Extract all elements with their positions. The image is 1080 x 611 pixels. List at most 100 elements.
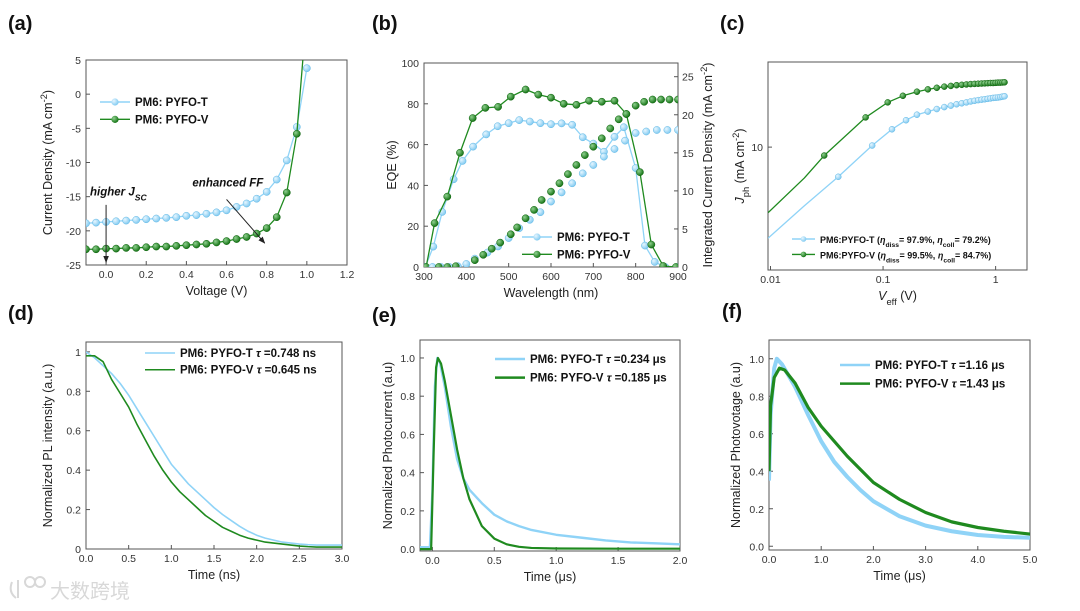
y-axis-label: Normalized Photovotage (a.u) [729, 362, 743, 528]
data-point [674, 126, 678, 134]
y-tick-label: 0.4 [749, 466, 764, 478]
x-tick-label: 0.0 [762, 554, 777, 566]
data-point [557, 119, 566, 128]
data-point [663, 126, 672, 134]
data-point [506, 92, 515, 101]
plot-frame [85, 59, 348, 266]
data-point [597, 134, 606, 143]
text-part: τ [952, 379, 958, 391]
data-point [648, 95, 657, 104]
text-part: Time (μs) [524, 570, 577, 584]
text-part: Normalized Photovotage (a.u) [729, 362, 743, 528]
data-point [888, 126, 896, 133]
text-part: higher [90, 186, 128, 198]
data-point [172, 213, 181, 222]
data-point [647, 240, 656, 249]
data-point [657, 95, 665, 104]
data-point [572, 161, 581, 169]
y2-tick-label: 5 [682, 224, 688, 236]
text-part: -2 [699, 67, 709, 75]
data-point [530, 206, 538, 214]
series-line-d-1 [86, 354, 342, 548]
text-part: Voltage (V) [186, 284, 248, 298]
data-point [547, 93, 555, 102]
y-tick-label: 0.2 [66, 505, 81, 517]
panel-label: (c) [720, 13, 744, 35]
text-part: =0.645 ns [261, 365, 316, 377]
data-point [536, 119, 545, 128]
data-point [862, 114, 869, 121]
y-tick-label: 0.8 [749, 391, 764, 403]
text-part: η [881, 250, 887, 260]
series-line-c-0 [768, 95, 1005, 239]
x-tick-label: 2.0 [866, 554, 881, 566]
panel-d: (d) 0.0 0.5 1.0 1.5 2.0 2.5 3.0 0 0.2 0.4 0.6 0.8 1 Ti… [8, 303, 349, 582]
data-point [493, 122, 502, 131]
data-point [462, 260, 471, 267]
data-point [659, 262, 668, 267]
legend-entry: PM6: PYFO-V τ =0.645 ns [145, 365, 317, 377]
text-part: = 79.2%) [954, 235, 990, 245]
x-tick-label: 1.0 [814, 554, 829, 566]
data-point [504, 119, 513, 128]
legend-marker [533, 250, 541, 258]
text-part: PM6:PYFO-V ( [820, 250, 881, 260]
y-tick-label: 0 [75, 89, 81, 101]
legend-label: PM6: PYFO-T [557, 232, 630, 244]
y-axis-label: Normalized Photocurrent (a.u) [381, 362, 395, 529]
x-tick-label: 0.8 [259, 269, 274, 281]
panel-label: (d) [8, 303, 34, 325]
data-point [515, 116, 524, 124]
y2-tick-label: 15 [682, 148, 694, 160]
data-point [600, 152, 608, 161]
text-part: PM6: PYFO-T [557, 232, 630, 244]
y2-tick-label: 10 [682, 186, 694, 198]
legend-entry: PM6: PYFO-T τ =1.16 μs [840, 360, 1005, 372]
data-point [232, 235, 241, 243]
text-part: J [128, 186, 135, 198]
data-point [152, 242, 161, 251]
x-tick-label: 5.0 [1023, 554, 1038, 566]
text-part: η [938, 250, 944, 260]
data-point [282, 188, 291, 197]
x-tick-label: 0.01 [760, 274, 781, 286]
data-point [884, 99, 891, 106]
y-tick-label: 0.6 [749, 429, 764, 441]
legend-label: PM6:PYFO-V (ηdiss= 99.5%, ηcoll= 84.7%) [820, 250, 991, 264]
data-point [513, 223, 521, 232]
data-point [621, 136, 629, 145]
text-part: ) [701, 63, 715, 67]
data-point [122, 216, 131, 225]
text-part: PM6: PYFO-V [180, 365, 257, 377]
watermark: 大数跨境 [9, 576, 130, 603]
y2-tick-label: 0 [682, 262, 688, 274]
x-tick-label: 2.5 [292, 553, 307, 565]
y-tick-label: 80 [407, 99, 419, 111]
panel-b: (b)300 400 500 600 700 800 9000204060801000510… [372, 13, 715, 300]
data-point [132, 244, 141, 252]
data-point [232, 203, 241, 211]
y-tick-label: -10 [66, 158, 81, 170]
data-point [222, 206, 231, 215]
x-tick-label: 1.0 [164, 553, 179, 565]
data-point [674, 95, 678, 104]
data-point [650, 258, 659, 266]
legend-label: PM6: PYFO-T [135, 97, 208, 109]
data-point [92, 218, 100, 227]
legend-marker [111, 115, 119, 123]
text-part: -2 [731, 133, 741, 141]
data-point [202, 209, 211, 218]
data-point [272, 175, 281, 184]
text-part: Normalized Photocurrent (a.u) [381, 362, 395, 529]
y-tick-label: -25 [66, 260, 81, 272]
y-tick-label: 0.0 [400, 544, 415, 556]
data-point [559, 99, 568, 108]
y-tick-label: 0 [75, 544, 81, 556]
y-tick-label: 100 [401, 58, 419, 70]
text-part: diss [886, 257, 900, 264]
x-tick-label: 4.0 [970, 554, 985, 566]
text-part: =0.234 μs [611, 354, 666, 366]
text-part: J [733, 197, 747, 205]
data-point [525, 117, 534, 126]
legend-label: PM6: PYFO-V [557, 249, 631, 261]
